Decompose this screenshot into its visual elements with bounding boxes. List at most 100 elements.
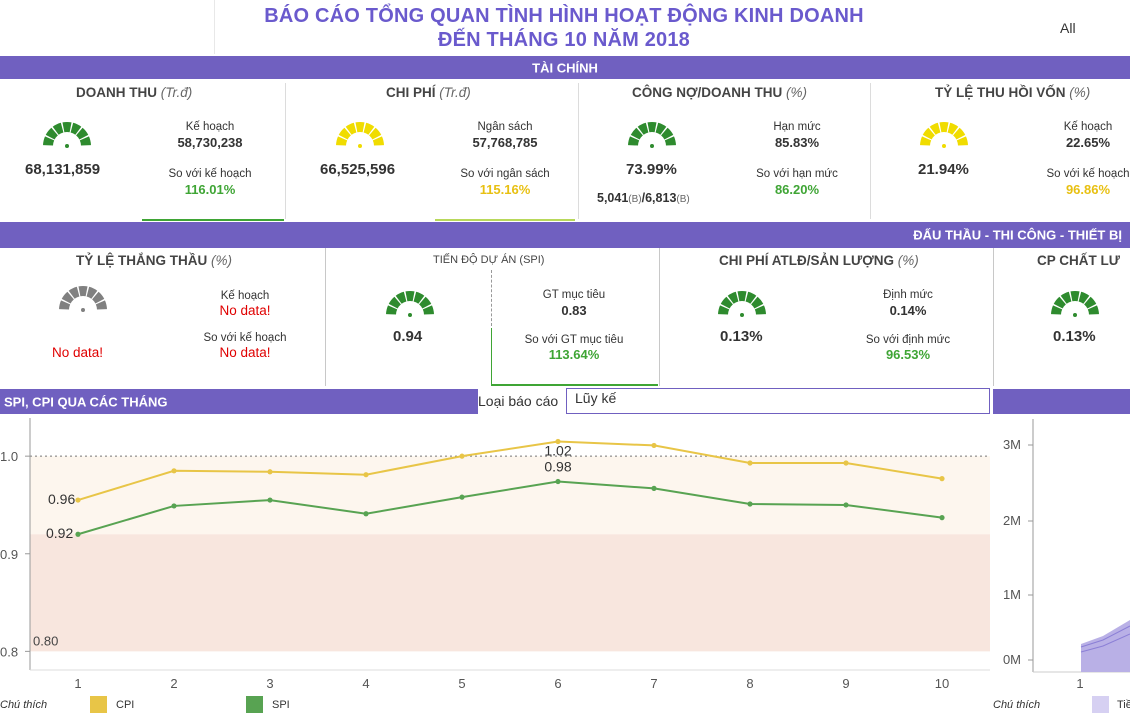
- gauge-needle: [943, 133, 949, 147]
- gauge-segment: [1051, 305, 1063, 315]
- right-axis-tick: 3M: [1003, 437, 1021, 452]
- right-axis-tick: 2M: [1003, 513, 1021, 528]
- gauge-segment: [422, 305, 434, 315]
- safety-cost-value: 0.13%: [720, 328, 763, 345]
- safety-norm-label: Định mức: [883, 289, 933, 301]
- data-point-spi[interactable]: [267, 497, 273, 503]
- capital-recovery-vs-plan-label: So với kế hoạch: [1046, 168, 1130, 180]
- data-point-spi[interactable]: [75, 531, 81, 537]
- gauge-needle: [409, 302, 415, 316]
- bidding-section-title: ĐẤU THẦU - THI CÔNG - THIẾT BỊ: [913, 227, 1122, 243]
- gauge-segment: [78, 286, 88, 297]
- debt-card-title: CÔNG NỢ/DOANH THU (%): [632, 85, 808, 100]
- data-point-cpi[interactable]: [939, 476, 945, 482]
- spi-progress-gauge-icon: [386, 291, 434, 317]
- data-label-spi: 0.98: [544, 459, 571, 475]
- debt-vs-limit-label: So với hạn mức: [756, 168, 838, 180]
- safety-cost-card-title: CHI PHÍ ATLĐ/SẢN LƯỢNG (%): [719, 253, 919, 268]
- gauge-segment: [920, 136, 932, 146]
- right-legend-swatch: [1092, 696, 1109, 713]
- gauge-segment: [59, 300, 71, 310]
- spi-target-label: GT mục tiêu: [542, 289, 606, 301]
- legend-title: Chú thích: [0, 699, 48, 711]
- x-tick-label: 3: [266, 676, 273, 691]
- card-divider: [659, 248, 660, 386]
- bid-win-plan-value: No data!: [219, 303, 271, 318]
- gauge-segment: [1084, 296, 1097, 309]
- report-type-dropdown[interactable]: Lũy kế: [566, 388, 990, 414]
- revenue-vs-plan-label: So với kế hoạch: [168, 168, 252, 180]
- data-point-spi[interactable]: [939, 515, 945, 521]
- gauge-needle: [82, 297, 88, 311]
- spi-vs-target-value: 113.64%: [548, 347, 600, 362]
- data-point-cpi[interactable]: [363, 472, 369, 478]
- filter-dropdown[interactable]: All: [1060, 20, 1076, 36]
- gauge-segment: [922, 127, 935, 140]
- data-point-cpi[interactable]: [843, 460, 849, 466]
- gauge-pivot: [358, 144, 362, 148]
- gauge-segment: [655, 122, 667, 135]
- data-point-spi[interactable]: [747, 501, 753, 507]
- cost-budget-label: Ngân sách: [477, 121, 533, 133]
- data-point-spi[interactable]: [171, 503, 177, 509]
- report-type-label: Loại báo cáo: [478, 393, 559, 409]
- gauge-needle: [1074, 302, 1080, 316]
- spi-vs-target-label: So với GT mục tiêu: [524, 334, 624, 346]
- data-point-spi[interactable]: [555, 478, 561, 485]
- x-tick-label: 1: [74, 676, 81, 691]
- revenue-card-title: DOANH THU (Tr.đ): [76, 85, 193, 100]
- gauge-needle: [359, 133, 365, 147]
- right-axis-tick: 1M: [1003, 587, 1021, 602]
- gauge-segment: [956, 136, 968, 146]
- gauge-segment: [1060, 291, 1072, 304]
- gauge-segment: [405, 291, 415, 302]
- data-point-spi[interactable]: [363, 511, 369, 517]
- gauge-pivot: [1073, 313, 1077, 317]
- x-tick-label: 7: [650, 676, 657, 691]
- data-point-cpi[interactable]: [651, 442, 657, 449]
- gauge-pivot: [942, 144, 946, 148]
- bid-win-vs-plan-label: So với kế hoạch: [203, 332, 287, 344]
- gauge-needle: [66, 133, 72, 147]
- data-point-cpi[interactable]: [459, 453, 465, 459]
- gauge-pivot: [650, 144, 654, 148]
- gauge-pivot: [740, 313, 744, 317]
- bid-win-vs-plan-value: No data!: [219, 345, 271, 360]
- report-title-line1: BÁO CÁO TỔNG QUAN TÌNH HÌNH HOẠT ĐỘNG KI…: [264, 5, 864, 27]
- gauge-segment: [647, 122, 657, 133]
- data-point-spi[interactable]: [651, 485, 657, 491]
- target-divider: [491, 270, 492, 326]
- data-point-spi[interactable]: [843, 502, 849, 508]
- gauge-segment: [43, 136, 55, 146]
- spi-cpi-chart: 0.92 0.80 1.0 0.9 0.8 1 2 3 4 5 6 7 8 9 10 0.96 1.020.98: [0, 418, 990, 691]
- series-line-cpi: [77, 440, 943, 502]
- card-divider: [993, 248, 994, 386]
- data-point-cpi[interactable]: [555, 438, 561, 445]
- gauge-segment: [62, 122, 72, 133]
- gauge-segment: [947, 122, 959, 135]
- safety-cost-gauge-icon: [718, 291, 766, 317]
- gauge-segment: [661, 127, 674, 140]
- gauge-segment: [664, 136, 676, 146]
- report-title-line2: ĐẾN THÁNG 10 NĂM 2018: [437, 29, 691, 51]
- gauge-segment: [369, 127, 382, 140]
- data-point-cpi[interactable]: [75, 497, 81, 503]
- revenue-plan-label: Kế hoạch: [185, 121, 235, 133]
- finance-cards-row: DOANH THU (Tr.đ) 68,131,859 Kế hoạch 58,…: [0, 79, 1130, 221]
- cost-value: 66,525,596: [320, 161, 396, 178]
- card-divider: [578, 83, 579, 219]
- gauge-segment: [395, 291, 407, 304]
- data-point-spi[interactable]: [459, 494, 465, 500]
- debt-amount-breakdown: 5,041(B)/6,813(B): [597, 191, 690, 205]
- data-point-cpi[interactable]: [267, 469, 273, 475]
- data-point-cpi[interactable]: [747, 460, 753, 466]
- gauge-pivot: [408, 313, 412, 317]
- y-tick-label: 0.8: [0, 644, 18, 659]
- data-point-cpi[interactable]: [171, 468, 177, 474]
- gauge-segment: [720, 296, 733, 309]
- gauge-segment: [388, 296, 401, 309]
- gauge-segment: [70, 122, 82, 135]
- gauge-segment: [338, 127, 351, 140]
- x-tick-label: 10: [935, 676, 949, 691]
- spi-progress-bar-left: [491, 328, 492, 386]
